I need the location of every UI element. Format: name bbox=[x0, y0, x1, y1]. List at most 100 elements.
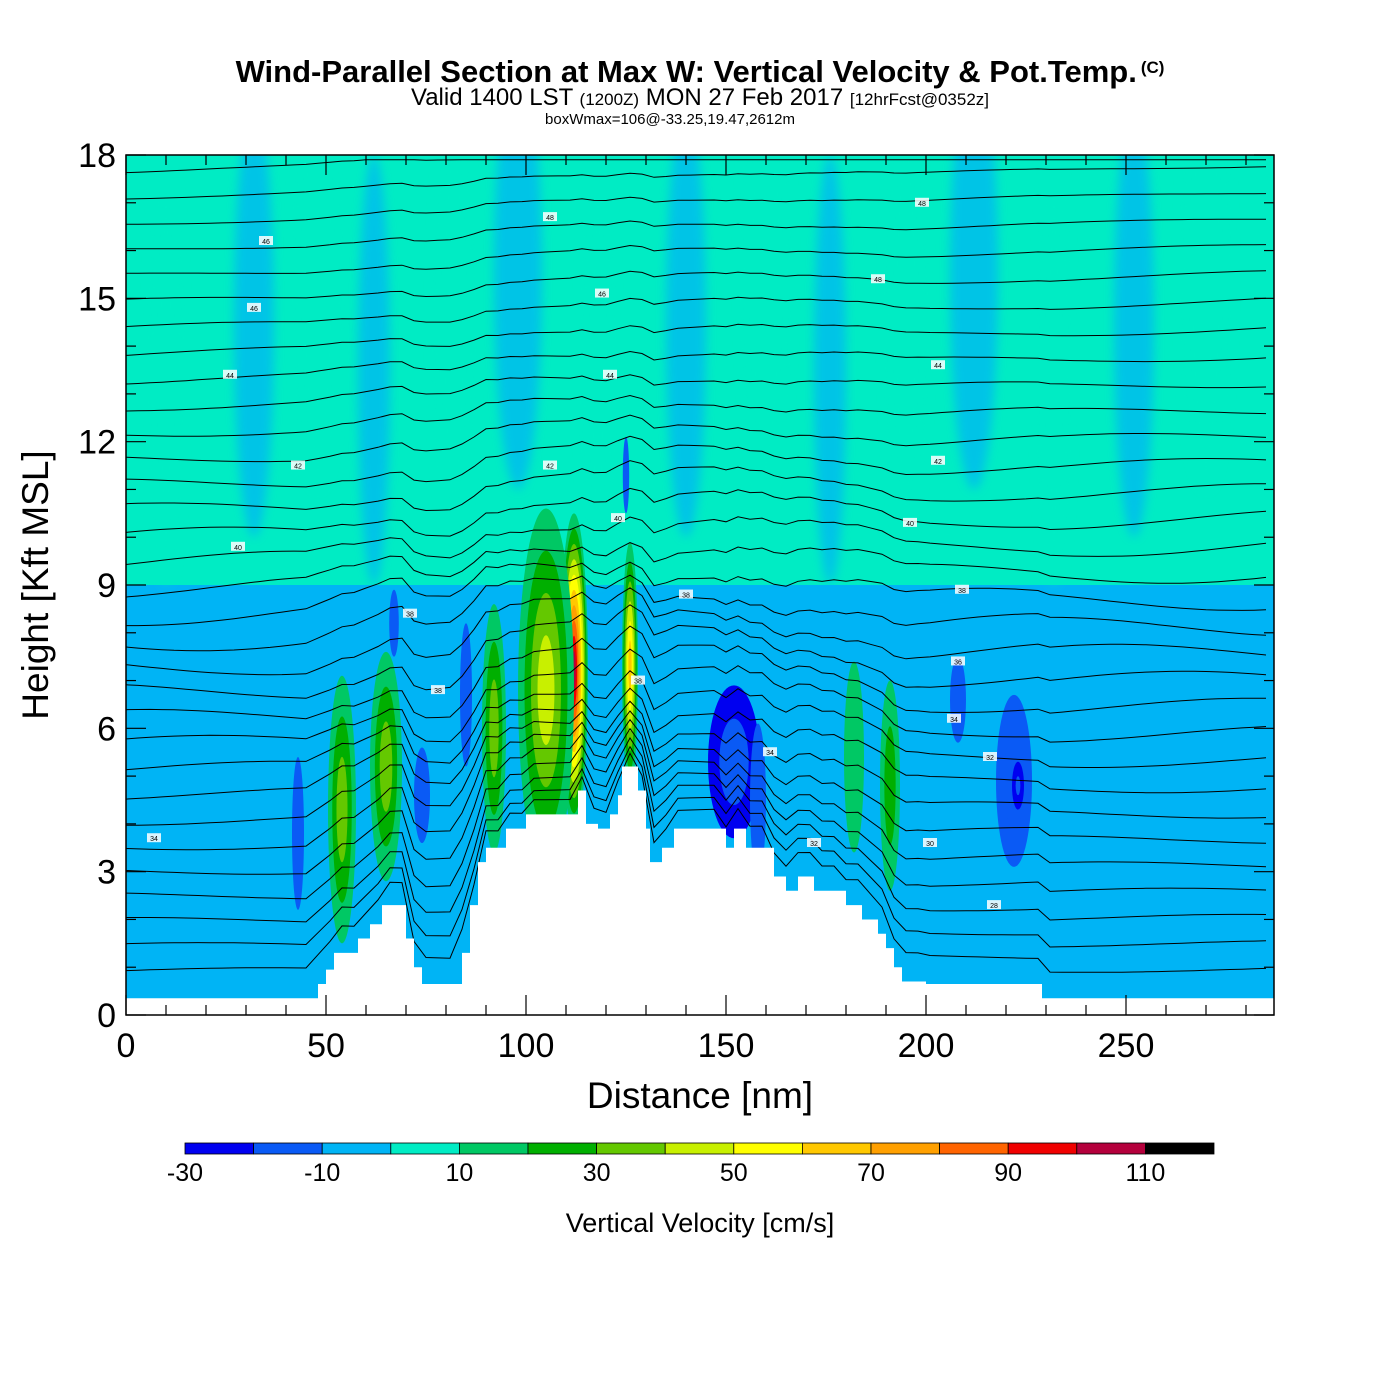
updraft-cell-level bbox=[844, 661, 864, 853]
valid-date: MON 27 Feb 2017 bbox=[645, 84, 844, 111]
isentrope-label-bg bbox=[915, 197, 929, 207]
colorbar-swatch bbox=[321, 1142, 392, 1155]
x-tick-label: 150 bbox=[698, 1027, 755, 1065]
colorbar-tick-label: -10 bbox=[304, 1159, 340, 1187]
terrain-mask bbox=[126, 766, 1274, 1015]
isentrope-line bbox=[126, 218, 1266, 250]
colorbar-swatch bbox=[253, 1142, 323, 1155]
colorbar-tick-label: 10 bbox=[445, 1159, 473, 1187]
colorbar-swatch bbox=[184, 1142, 254, 1155]
isentrope-label-bg bbox=[403, 608, 417, 618]
isentrope-label-bg bbox=[987, 900, 1001, 910]
field-streak bbox=[814, 155, 846, 585]
isentrope-label-bg bbox=[951, 656, 965, 666]
updraft-cell bbox=[482, 604, 506, 853]
isentrope-line bbox=[126, 745, 1267, 948]
downdraft-cell-level bbox=[622, 436, 630, 514]
isentrope-line bbox=[126, 374, 1267, 412]
isentrope-label: 48 bbox=[918, 201, 926, 208]
updraft-cell bbox=[622, 542, 638, 791]
isentrope-label-bg bbox=[923, 838, 937, 847]
isentrope-label-bg bbox=[603, 369, 617, 379]
isentrope-label: 38 bbox=[406, 612, 414, 619]
isentrope-line bbox=[126, 435, 1267, 488]
updraft-cell-level bbox=[336, 756, 348, 863]
isentrope-line bbox=[126, 718, 1267, 875]
plot-area: 34 38 38 40 42 44 46 46 48 46 44 42 40 38 38 34 32 48 48 44… bbox=[126, 155, 1274, 1015]
downdraft-cell-level bbox=[719, 718, 749, 805]
colorbar-swatch bbox=[870, 1142, 940, 1155]
downdraft-cell-level bbox=[950, 656, 966, 743]
isentrope-label: 34 bbox=[150, 836, 158, 843]
isentrope-label-bg bbox=[611, 513, 625, 523]
isentrope-line bbox=[126, 323, 1267, 356]
isentrope-line bbox=[126, 625, 1267, 720]
downdraft-cell-level bbox=[391, 604, 397, 643]
y-tick-label: 18 bbox=[78, 137, 116, 175]
y-tick-label: 15 bbox=[78, 280, 116, 318]
x-tick-label: 200 bbox=[898, 1027, 955, 1065]
copyright-mark: (C) bbox=[1140, 58, 1165, 77]
y-axis-label: Height [Kft MSL] bbox=[15, 450, 56, 719]
downdraft-cell bbox=[414, 747, 430, 843]
isentrope-label: 38 bbox=[634, 679, 642, 686]
isentrope-contours: 34 38 38 40 42 44 46 46 48 46 44 42 40 38 38 34 32 48 48 44… bbox=[126, 159, 1267, 973]
colorbar-swatch bbox=[1145, 1142, 1215, 1155]
isentrope-label: 34 bbox=[766, 750, 774, 757]
colorbar: -30 -10 10 30 50 70 90 110 Vertical Velocity [cm… bbox=[167, 1142, 1215, 1238]
updraft-cell-level bbox=[628, 640, 632, 692]
isentrope-label: 44 bbox=[226, 373, 234, 380]
isentrope-line bbox=[126, 737, 1267, 923]
x-tick-label: 250 bbox=[1098, 1027, 1155, 1065]
isentrope-label-bg bbox=[955, 584, 969, 594]
isentrope-label: 40 bbox=[906, 521, 914, 528]
field-streak bbox=[234, 155, 274, 538]
isentrope-line bbox=[126, 561, 1267, 627]
colorbar-swatch bbox=[939, 1142, 1009, 1155]
colorbar-swatch bbox=[802, 1142, 872, 1155]
isentrope-label-bg bbox=[431, 685, 445, 695]
updraft-cell-level bbox=[884, 726, 896, 846]
updraft-cell-level bbox=[537, 635, 555, 745]
updraft-cell-level bbox=[379, 721, 393, 812]
isentrope-line bbox=[126, 727, 1267, 900]
colorbar-swatch bbox=[664, 1142, 735, 1155]
x-tick-label: 0 bbox=[117, 1027, 136, 1065]
isentrope-label: 46 bbox=[262, 239, 270, 246]
downdraft-cell-level bbox=[1015, 776, 1021, 796]
colorbar-swatch bbox=[1076, 1142, 1146, 1155]
downdraft-cell bbox=[750, 723, 766, 877]
updraft-cell-level bbox=[489, 679, 499, 778]
updraft-cell bbox=[844, 661, 864, 853]
isentrope-label-bg bbox=[595, 288, 609, 298]
isentrope-line bbox=[126, 460, 1267, 512]
isentrope-line bbox=[126, 394, 1267, 437]
colorbar-swatch bbox=[458, 1142, 529, 1155]
isentrope-label-bg bbox=[763, 747, 777, 757]
downdraft-cell bbox=[622, 436, 630, 514]
colorbar-swatch bbox=[733, 1142, 803, 1155]
y-tick-label: 9 bbox=[97, 567, 116, 605]
isentrope-label-bg bbox=[871, 274, 885, 284]
isentrope-label-bg bbox=[259, 236, 273, 245]
field-streak bbox=[294, 155, 342, 490]
y-tick-label: 12 bbox=[78, 424, 116, 462]
isentrope-label: 42 bbox=[294, 464, 302, 471]
isentrope-label: 34 bbox=[950, 717, 958, 724]
isentrope-label-bg bbox=[931, 360, 945, 370]
downdraft-cell bbox=[708, 685, 760, 839]
valid-time-line: Valid 1400 LST (1200Z) MON 27 Feb 2017 [… bbox=[0, 86, 1400, 112]
isentrope-line bbox=[126, 166, 1267, 200]
chart-title-block: Wind-Parallel Section at Max W: Vertical… bbox=[0, 50, 1400, 127]
downdraft-cell-level bbox=[460, 623, 472, 767]
isentrope-line bbox=[126, 414, 1267, 463]
chart-title: Wind-Parallel Section at Max W: Vertical… bbox=[0, 50, 1400, 90]
isentrope-line bbox=[126, 710, 1267, 851]
isentrope-label: 48 bbox=[546, 215, 554, 222]
isentrope-line bbox=[126, 648, 1267, 743]
isentrope-label: 30 bbox=[926, 841, 934, 848]
isentrope-line bbox=[126, 752, 1267, 973]
colorbar-tick-label: 90 bbox=[994, 1159, 1022, 1187]
